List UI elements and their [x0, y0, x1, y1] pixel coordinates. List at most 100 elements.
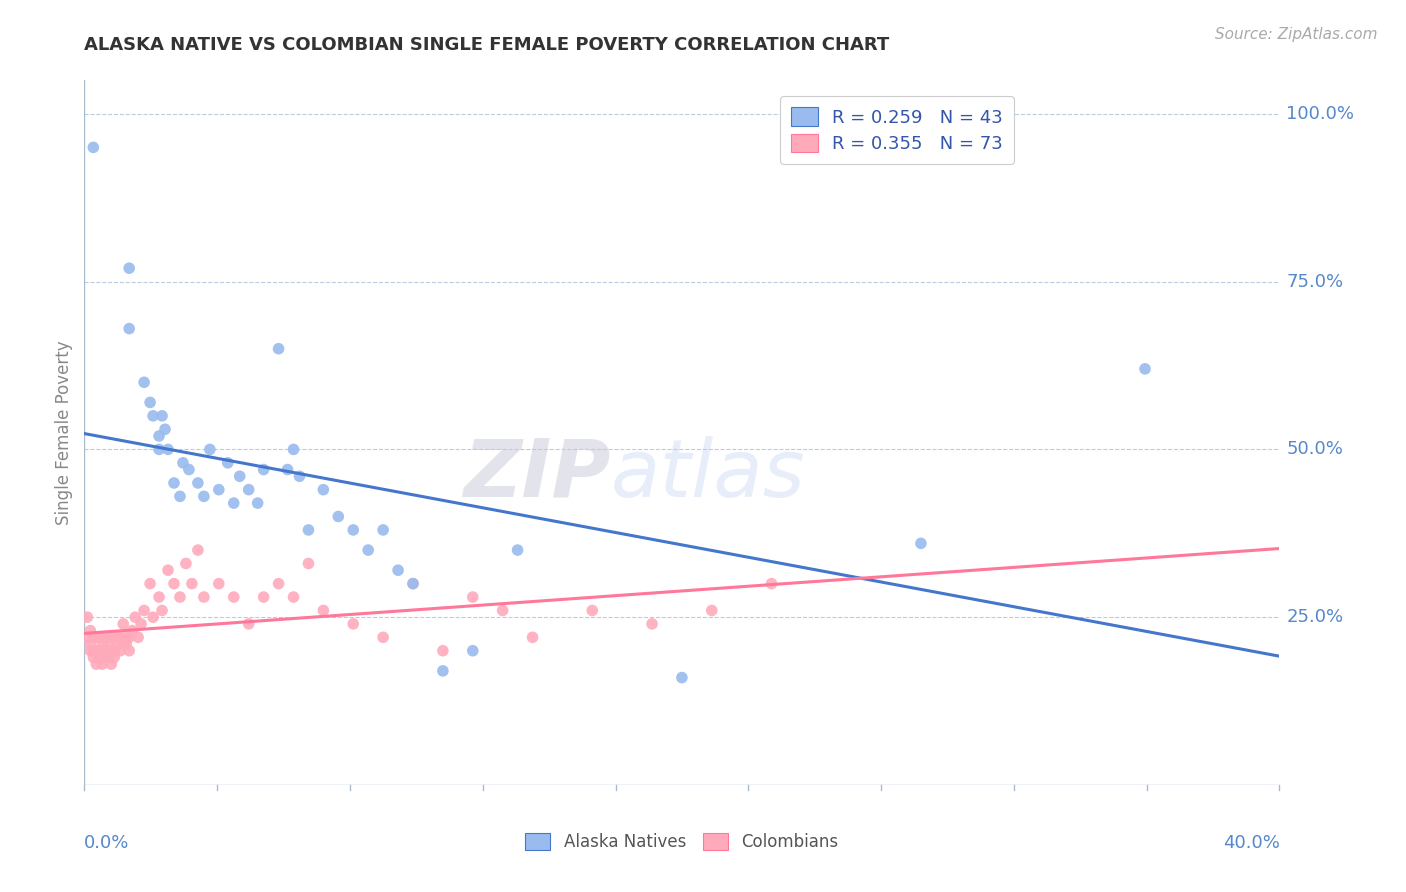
Point — [297, 523, 319, 537]
Point — [238, 483, 260, 497]
Point — [169, 489, 191, 503]
Point — [288, 469, 311, 483]
Point — [94, 630, 117, 644]
Point — [127, 630, 149, 644]
Point — [121, 624, 143, 638]
Point — [118, 630, 141, 644]
Point — [208, 483, 231, 497]
Point — [671, 671, 693, 685]
Point — [297, 557, 319, 571]
Point — [373, 523, 395, 537]
Point — [129, 616, 152, 631]
Text: Source: ZipAtlas.com: Source: ZipAtlas.com — [1215, 27, 1378, 42]
Point — [118, 321, 141, 335]
Text: 50.0%: 50.0% — [1286, 441, 1343, 458]
Point — [115, 630, 138, 644]
Point — [328, 509, 350, 524]
Point — [342, 523, 364, 537]
Point — [91, 657, 114, 672]
Point — [76, 630, 98, 644]
Point — [86, 644, 108, 658]
Point — [187, 475, 209, 490]
Legend: Alaska Natives, Colombians: Alaska Natives, Colombians — [516, 823, 848, 861]
Point — [187, 543, 209, 558]
Point — [86, 630, 108, 644]
Point — [79, 624, 101, 638]
Point — [461, 590, 484, 604]
Point — [150, 603, 173, 617]
Point — [312, 483, 335, 497]
Point — [148, 429, 170, 443]
Point — [246, 496, 269, 510]
Point — [172, 456, 194, 470]
Point — [181, 576, 204, 591]
Text: 100.0%: 100.0% — [1286, 105, 1354, 123]
Point — [97, 650, 120, 665]
Point — [402, 576, 425, 591]
Point — [761, 576, 783, 591]
Point — [163, 576, 186, 591]
Point — [641, 616, 664, 631]
Point — [97, 630, 120, 644]
Point — [163, 475, 186, 490]
Point — [142, 409, 165, 423]
Point — [157, 442, 180, 457]
Point — [267, 576, 290, 591]
Point — [94, 650, 117, 665]
Point — [132, 376, 156, 390]
Point — [112, 637, 135, 651]
Point — [217, 456, 239, 470]
Point — [238, 616, 260, 631]
Point — [461, 644, 484, 658]
Point — [94, 644, 117, 658]
Point — [169, 590, 191, 604]
Point — [700, 603, 723, 617]
Point — [79, 637, 101, 651]
Point — [492, 603, 515, 617]
Text: ZIP: ZIP — [463, 436, 610, 514]
Point — [198, 442, 221, 457]
Point — [157, 563, 180, 577]
Point — [139, 576, 162, 591]
Point — [357, 543, 380, 558]
Point — [118, 261, 141, 276]
Point — [208, 576, 231, 591]
Point — [89, 644, 111, 658]
Point — [432, 664, 454, 678]
Point — [110, 630, 132, 644]
Text: 40.0%: 40.0% — [1223, 834, 1279, 852]
Point — [283, 442, 305, 457]
Point — [277, 462, 299, 476]
Point — [402, 576, 425, 591]
Text: atlas: atlas — [610, 436, 806, 514]
Point — [506, 543, 529, 558]
Point — [1133, 362, 1156, 376]
Point — [253, 590, 276, 604]
Point — [148, 442, 170, 457]
Point — [174, 557, 197, 571]
Point — [139, 395, 162, 409]
Point — [100, 630, 122, 644]
Point — [387, 563, 409, 577]
Point — [153, 422, 176, 436]
Point — [373, 630, 395, 644]
Point — [86, 657, 108, 672]
Point — [342, 616, 364, 631]
Point — [222, 496, 245, 510]
Point — [82, 650, 104, 665]
Point — [89, 630, 111, 644]
Point — [222, 590, 245, 604]
Point — [193, 489, 215, 503]
Point — [105, 630, 128, 644]
Point — [110, 644, 132, 658]
Point — [150, 409, 173, 423]
Point — [312, 603, 335, 617]
Point — [103, 644, 125, 658]
Point — [115, 637, 138, 651]
Point — [910, 536, 932, 550]
Point — [148, 590, 170, 604]
Point — [100, 644, 122, 658]
Point — [522, 630, 544, 644]
Point — [112, 616, 135, 631]
Point — [82, 630, 104, 644]
